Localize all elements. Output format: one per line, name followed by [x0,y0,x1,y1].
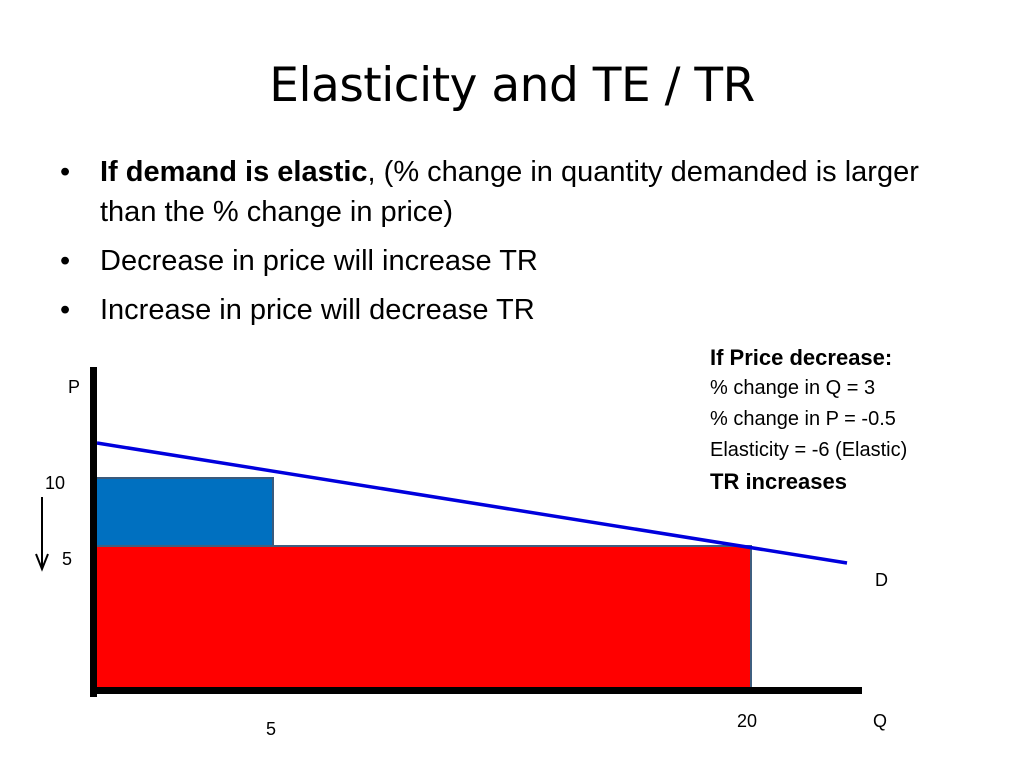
bullet-marker: • [60,294,71,326]
info-conclusion: TR increases [710,469,847,494]
bullet-list: • If demand is elastic, (% change in qua… [58,152,958,339]
bullet-elastic-text: , (% change in quantity demanded is larg… [100,156,919,228]
bullet-increase-text: Increase in price will decrease TR [100,294,535,326]
bullet-elastic-bold: If demand is elastic [100,156,368,188]
quantity-axis-label: Q [873,711,887,731]
info-box: If Price decrease: % change in Q = 3 % c… [710,342,907,497]
tr-rect-after [93,545,752,691]
quantity-tick-5: 5 [266,719,276,739]
demand-label: D [875,570,888,590]
info-elasticity: Elasticity = -6 (Elastic) [710,439,908,461]
arrow-head-icon [35,553,49,572]
info-p-change: % change in P = -0.5 [710,408,896,430]
demand-curve [96,441,848,565]
info-q-change: % change in Q = 3 [710,377,876,399]
bullet-marker: • [60,156,71,188]
bullet-item-increase: • Increase in price will decrease TR [58,290,958,330]
bullet-marker: • [60,245,71,277]
quantity-tick-20: 20 [737,711,757,731]
page-title: Elasticity and TE / TR [269,58,755,113]
info-heading: If Price decrease: [710,345,893,370]
price-tick-10: 10 [45,473,65,493]
price-axis-label: P [68,377,80,397]
bullet-item-elastic: • If demand is elastic, (% change in qua… [58,152,958,232]
bullet-decrease-text: Decrease in price will increase TR [100,245,538,277]
price-tick-5: 5 [62,549,72,569]
bullet-item-decrease: • Decrease in price will increase TR [58,241,958,281]
